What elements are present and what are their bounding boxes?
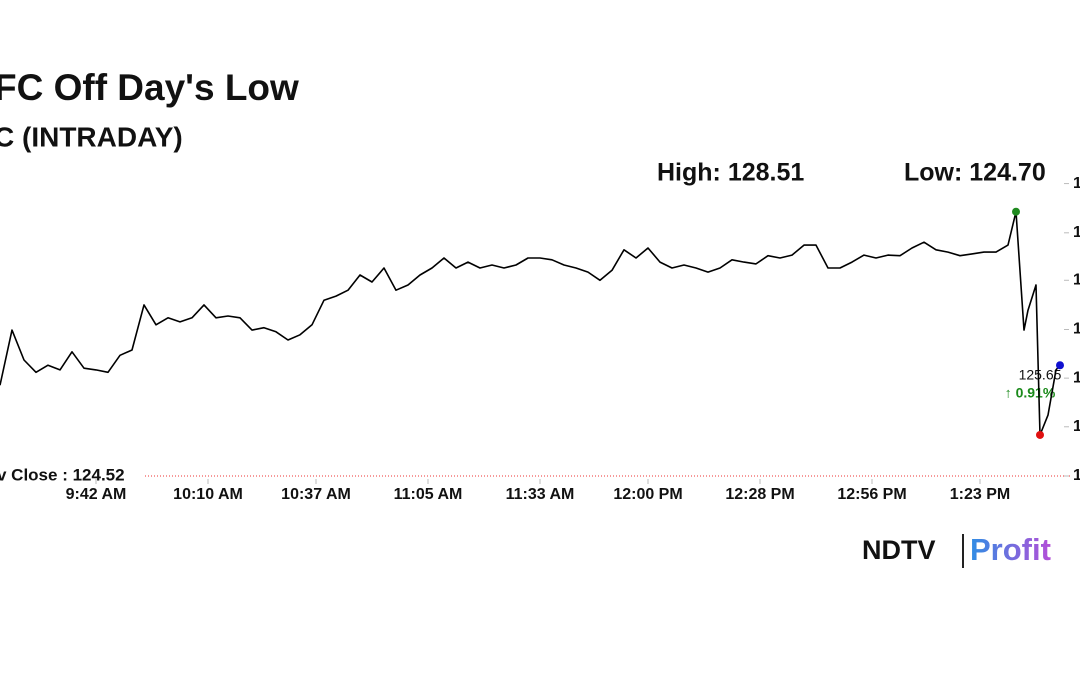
y-tick-label: 1 [1073, 418, 1080, 435]
x-tick-label: 1:23 PM [950, 486, 1010, 503]
y-tick-label: 1 [1073, 175, 1080, 192]
price-line [0, 210, 1061, 436]
y-tick-label: 1 [1073, 321, 1080, 338]
x-tick-label: 12:56 PM [837, 486, 906, 503]
logo-profit: Profit [970, 532, 1051, 567]
x-tick-label: 9:42 AM [66, 486, 127, 503]
y-tick-label: 1 [1073, 467, 1080, 484]
high-label: High: 128.51 [657, 159, 804, 187]
y-tick-label: 1 [1073, 271, 1080, 288]
logo-ndtv: NDTV [862, 535, 936, 565]
prev-close-label: v Close : 124.52 [0, 465, 125, 484]
y-tick-label: 1 [1073, 369, 1080, 386]
x-tick-label: 11:33 AM [506, 486, 575, 503]
x-tick-label: 12:28 PM [725, 486, 794, 503]
chart-title: FC Off Day's Low [0, 67, 299, 108]
y-tick-label: 1 [1073, 224, 1080, 241]
x-tick-label: 10:10 AM [173, 486, 243, 503]
high-dot [1012, 207, 1020, 216]
chart-subtitle: C (INTRADAY) [0, 121, 183, 152]
last-price: 125.65 [1019, 367, 1062, 383]
x-tick-label: 12:00 PM [613, 486, 682, 503]
x-tick-label: 11:05 AM [394, 486, 463, 503]
x-tick-label: 10:37 AM [281, 486, 351, 503]
low-dot [1036, 430, 1044, 439]
last-dot [1056, 361, 1064, 370]
low-label: Low: 124.70 [904, 159, 1046, 187]
change-label: ↑ 0.91% [1005, 385, 1056, 401]
